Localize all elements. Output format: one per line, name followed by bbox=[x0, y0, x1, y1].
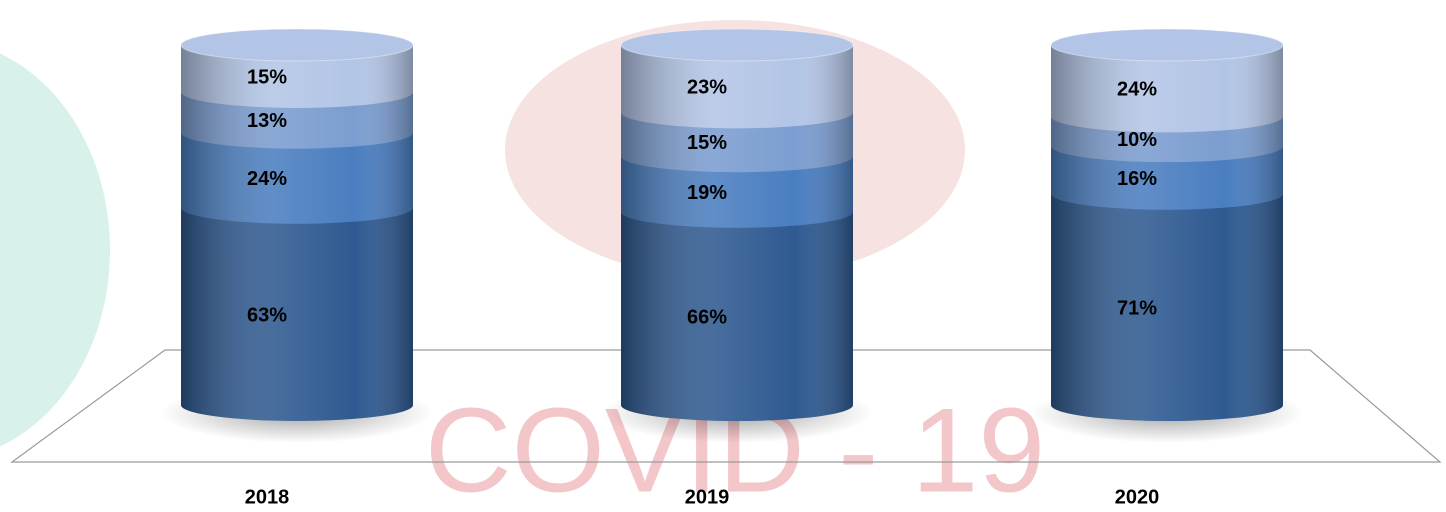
data-label: 16% bbox=[1117, 168, 1157, 190]
data-label: 24% bbox=[247, 168, 287, 190]
x-tick-label: 2019 bbox=[685, 486, 730, 508]
cylinder-top bbox=[180, 28, 414, 62]
x-tick-label: 2018 bbox=[245, 486, 290, 508]
cylinder-shading bbox=[1051, 45, 1283, 421]
data-label: 15% bbox=[247, 66, 287, 88]
cylinder-shading bbox=[621, 45, 853, 421]
data-label: 23% bbox=[687, 77, 727, 99]
plot: 63% 24% 13% 15% 2018 66% 19% 15% 23% 2019 71% 16% 10… bbox=[161, 28, 1303, 508]
data-label: 63% bbox=[247, 304, 287, 326]
data-label: 71% bbox=[1117, 297, 1157, 319]
x-tick-label: 2020 bbox=[1115, 486, 1160, 508]
cylinder-top bbox=[620, 28, 854, 62]
cylinder-shading bbox=[181, 45, 413, 421]
data-label: 15% bbox=[687, 132, 727, 154]
background-shape bbox=[0, 53, 110, 447]
data-label: 10% bbox=[1117, 129, 1157, 151]
data-label: 19% bbox=[687, 182, 727, 204]
cylinder-top bbox=[1050, 28, 1284, 62]
floor bbox=[10, 349, 1442, 463]
data-label: 13% bbox=[247, 110, 287, 132]
data-label: 66% bbox=[687, 306, 727, 328]
data-label: 24% bbox=[1117, 79, 1157, 101]
